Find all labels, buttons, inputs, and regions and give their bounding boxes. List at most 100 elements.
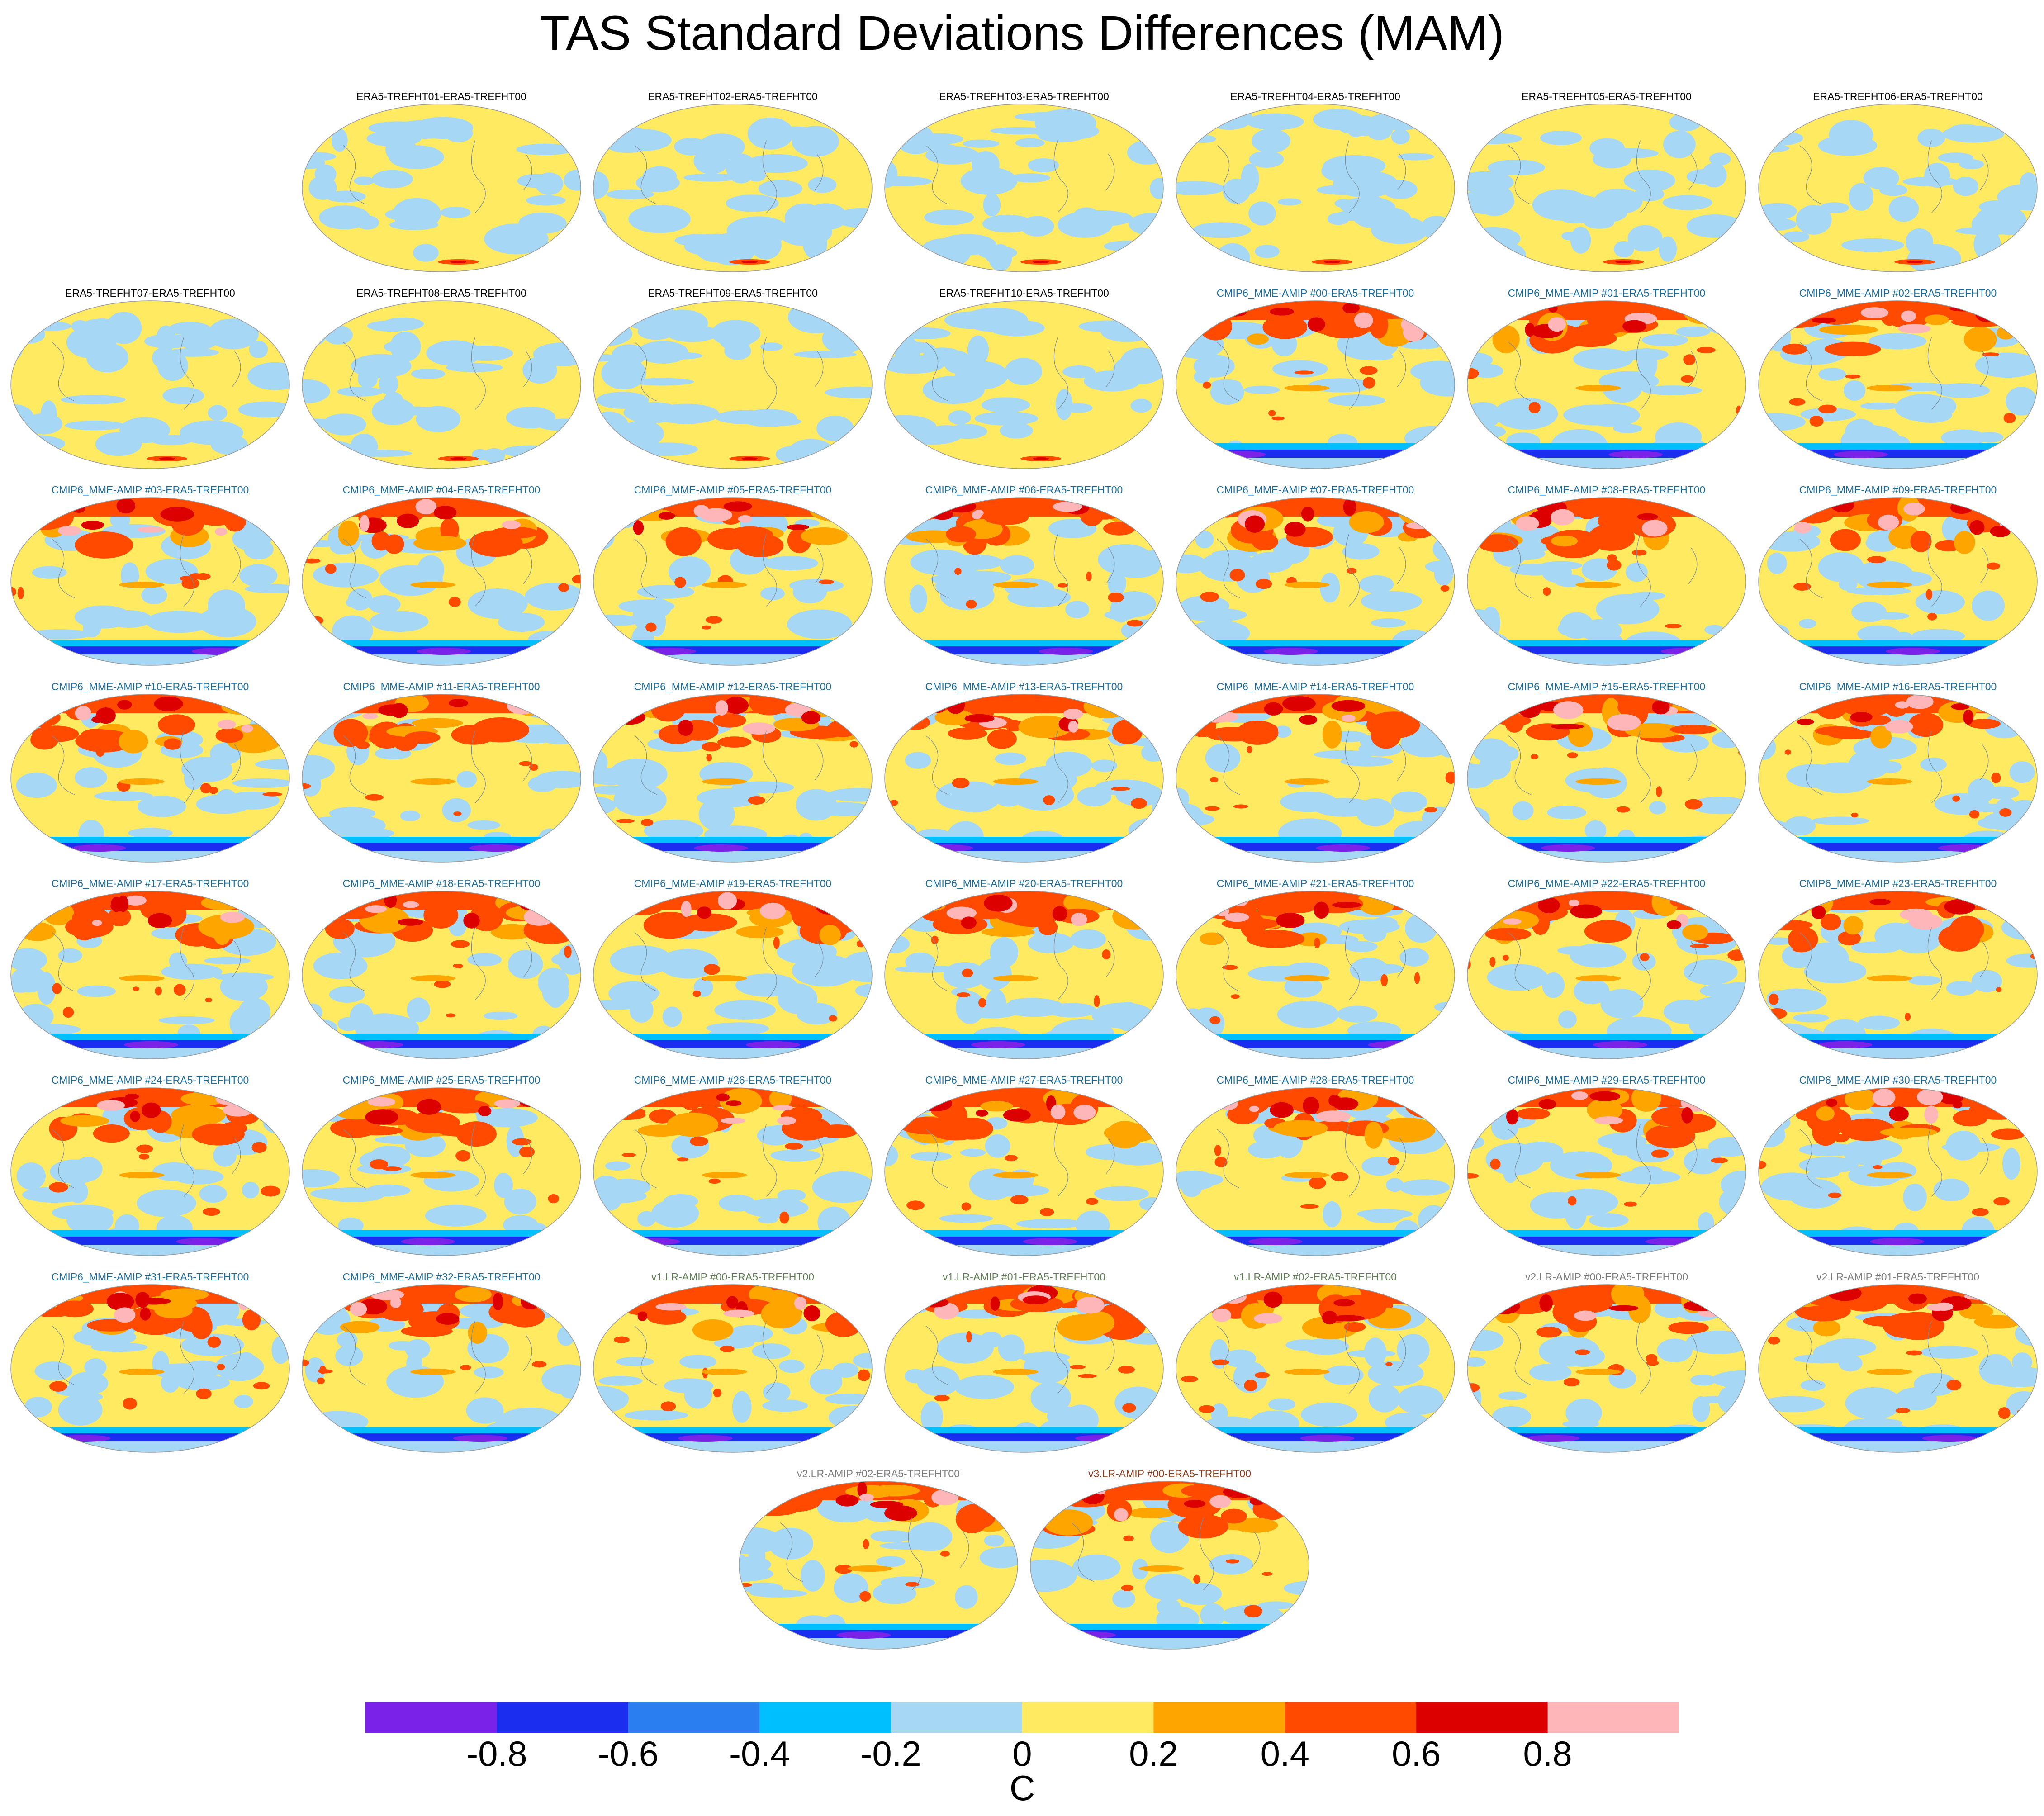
map-panel: ERA5-TREFHT08-ERA5-TREFHT00 (297, 287, 586, 473)
map-panel: CMIP6_MME-AMIP #24-ERA5-TREFHT00 (5, 1074, 295, 1260)
map-panel: v1.LR-AMIP #00-ERA5-TREFHT00 (588, 1271, 877, 1456)
map-panel: CMIP6_MME-AMIP #05-ERA5-TREFHT00 (588, 484, 877, 669)
world-map (1758, 497, 2038, 666)
panel-title: CMIP6_MME-AMIP #23-ERA5-TREFHT00 (1799, 877, 1997, 889)
colorbar-segment (365, 1702, 497, 1733)
world-map (1467, 104, 1746, 272)
map-panel: ERA5-TREFHT09-ERA5-TREFHT00 (588, 287, 877, 473)
panel-title: CMIP6_MME-AMIP #17-ERA5-TREFHT00 (51, 877, 249, 889)
world-map (1758, 104, 2038, 272)
colorbar-segment (1547, 1702, 1679, 1733)
colorbar-tick-label: -0.8 (466, 1734, 527, 1773)
world-map (10, 891, 290, 1059)
panel-title: v2.LR-AMIP #01-ERA5-TREFHT00 (1816, 1271, 1979, 1283)
colorbar-segment (1022, 1702, 1154, 1733)
panel-title: ERA5-TREFHT08-ERA5-TREFHT00 (356, 287, 526, 299)
world-map (1758, 694, 2038, 863)
panel-title: CMIP6_MME-AMIP #00-ERA5-TREFHT00 (1216, 287, 1414, 299)
map-panel: CMIP6_MME-AMIP #01-ERA5-TREFHT00 (1462, 287, 1751, 473)
panel-title: ERA5-TREFHT06-ERA5-TREFHT00 (1813, 90, 1983, 102)
panel-title: CMIP6_MME-AMIP #32-ERA5-TREFHT00 (342, 1271, 541, 1283)
colorbar-segment (891, 1702, 1023, 1733)
map-panel: CMIP6_MME-AMIP #16-ERA5-TREFHT00 (1753, 681, 2043, 866)
panel-title: v1.LR-AMIP #00-ERA5-TREFHT00 (651, 1271, 814, 1283)
panel-title: CMIP6_MME-AMIP #15-ERA5-TREFHT00 (1508, 681, 1706, 692)
world-map (884, 300, 1164, 469)
world-map (10, 1087, 290, 1256)
panel-title: CMIP6_MME-AMIP #12-ERA5-TREFHT00 (634, 681, 832, 692)
world-map (884, 497, 1164, 666)
world-map (1176, 300, 1455, 469)
panel-title: v1.LR-AMIP #01-ERA5-TREFHT00 (942, 1271, 1105, 1283)
world-map (10, 1284, 290, 1453)
panel-title: ERA5-TREFHT09-ERA5-TREFHT00 (648, 287, 818, 299)
panel-title: v1.LR-AMIP #02-ERA5-TREFHT00 (1233, 1271, 1397, 1283)
panel-title: CMIP6_MME-AMIP #05-ERA5-TREFHT00 (634, 484, 832, 496)
world-map (593, 104, 873, 272)
world-map (593, 497, 873, 666)
world-map (1467, 300, 1746, 469)
world-map (884, 1087, 1164, 1256)
colorbar-tick-label: -0.2 (860, 1734, 921, 1773)
panel-title: CMIP6_MME-AMIP #04-ERA5-TREFHT00 (342, 484, 541, 496)
map-panel: ERA5-TREFHT06-ERA5-TREFHT00 (1753, 90, 2043, 276)
panel-title: CMIP6_MME-AMIP #08-ERA5-TREFHT00 (1508, 484, 1706, 496)
map-panel: CMIP6_MME-AMIP #14-ERA5-TREFHT00 (1171, 681, 1460, 866)
map-panel: CMIP6_MME-AMIP #00-ERA5-TREFHT00 (1171, 287, 1460, 473)
world-map (1467, 694, 1746, 863)
world-map (302, 497, 581, 666)
world-map (302, 891, 581, 1059)
world-map (1176, 104, 1455, 272)
map-panel: CMIP6_MME-AMIP #25-ERA5-TREFHT00 (297, 1074, 586, 1260)
panel-title: CMIP6_MME-AMIP #19-ERA5-TREFHT00 (634, 877, 832, 889)
map-panel: ERA5-TREFHT07-ERA5-TREFHT00 (5, 287, 295, 473)
colorbar-tick-label: 0.2 (1129, 1734, 1178, 1773)
world-map (302, 104, 581, 272)
panel-title: ERA5-TREFHT02-ERA5-TREFHT00 (648, 90, 818, 102)
world-map (739, 1481, 1018, 1650)
map-panel: CMIP6_MME-AMIP #26-ERA5-TREFHT00 (588, 1074, 877, 1260)
world-map (884, 1284, 1164, 1453)
colorbar-tick-label: -0.4 (729, 1734, 790, 1773)
panel-title: CMIP6_MME-AMIP #24-ERA5-TREFHT00 (51, 1074, 249, 1086)
world-map (1176, 1087, 1455, 1256)
panel-title: CMIP6_MME-AMIP #25-ERA5-TREFHT00 (342, 1074, 541, 1086)
panel-title: CMIP6_MME-AMIP #28-ERA5-TREFHT00 (1216, 1074, 1414, 1086)
colorbar-segment (759, 1702, 892, 1733)
panel-title: CMIP6_MME-AMIP #01-ERA5-TREFHT00 (1508, 287, 1706, 299)
map-panel: CMIP6_MME-AMIP #08-ERA5-TREFHT00 (1462, 484, 1751, 669)
world-map (884, 694, 1164, 863)
map-panel: CMIP6_MME-AMIP #02-ERA5-TREFHT00 (1753, 287, 2043, 473)
world-map (1176, 497, 1455, 666)
map-panel: v2.LR-AMIP #02-ERA5-TREFHT00 (734, 1468, 1023, 1653)
world-map (302, 1087, 581, 1256)
figure-title: TAS Standard Deviations Differences (MAM… (540, 5, 1504, 60)
world-map (10, 300, 290, 469)
colorbar-tick-label: 0.6 (1391, 1734, 1441, 1773)
world-map (884, 104, 1164, 272)
colorbar-segment (628, 1702, 760, 1733)
panel-title: CMIP6_MME-AMIP #26-ERA5-TREFHT00 (634, 1074, 832, 1086)
map-panel: CMIP6_MME-AMIP #23-ERA5-TREFHT00 (1753, 877, 2043, 1063)
colorbar-tick-label: 0 (1012, 1734, 1032, 1773)
map-panel: CMIP6_MME-AMIP #20-ERA5-TREFHT00 (879, 877, 1169, 1063)
map-panel: ERA5-TREFHT10-ERA5-TREFHT00 (879, 287, 1169, 473)
map-panel: CMIP6_MME-AMIP #15-ERA5-TREFHT00 (1462, 681, 1751, 866)
colorbar-segment (1416, 1702, 1548, 1733)
world-map (593, 1087, 873, 1256)
map-panel: ERA5-TREFHT01-ERA5-TREFHT00 (297, 90, 586, 276)
map-panel: v2.LR-AMIP #01-ERA5-TREFHT00 (1753, 1271, 2043, 1456)
colorbar (365, 1702, 1679, 1733)
world-map (593, 1284, 873, 1453)
map-panel: ERA5-TREFHT02-ERA5-TREFHT00 (588, 90, 877, 276)
panel-title: CMIP6_MME-AMIP #03-ERA5-TREFHT00 (51, 484, 249, 496)
map-panel: CMIP6_MME-AMIP #03-ERA5-TREFHT00 (5, 484, 295, 669)
map-panel: CMIP6_MME-AMIP #30-ERA5-TREFHT00 (1753, 1074, 2043, 1260)
colorbar-segment (1285, 1702, 1417, 1733)
world-map (1467, 1284, 1746, 1453)
map-panel: CMIP6_MME-AMIP #19-ERA5-TREFHT00 (588, 877, 877, 1063)
world-map (1176, 891, 1455, 1059)
map-panel: CMIP6_MME-AMIP #21-ERA5-TREFHT00 (1171, 877, 1460, 1063)
world-map (1176, 1284, 1455, 1453)
map-panel: CMIP6_MME-AMIP #09-ERA5-TREFHT00 (1753, 484, 2043, 669)
